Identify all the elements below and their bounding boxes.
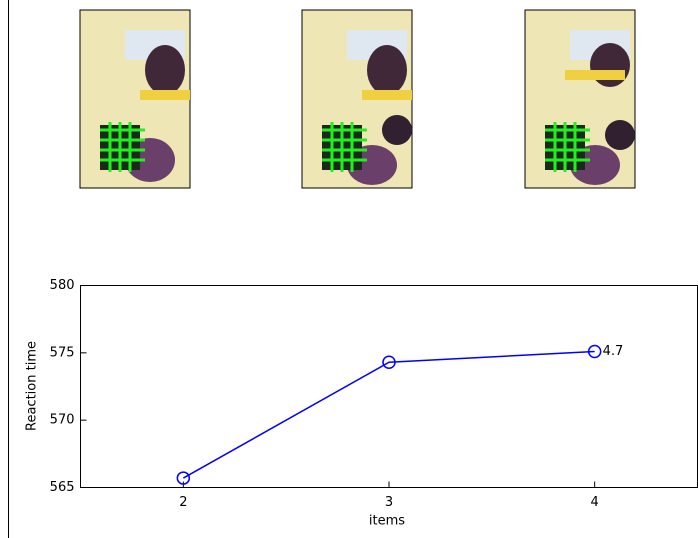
stimulus-image [524,9,636,189]
y-tick-label: 570 [50,413,75,428]
x-tick-label: 2 [179,495,187,510]
y-tick-label: 580 [50,278,75,293]
annotation: 4.7 [603,344,624,359]
y-tick-label: 565 [50,480,75,495]
stimulus-images [79,9,636,189]
stimulus-image [301,9,413,189]
data-point [382,355,396,370]
series-line [182,350,595,479]
data-point [176,471,191,485]
data-point [587,344,602,359]
plot-area [80,285,698,488]
y-tick-label: 575 [50,345,75,360]
y-axis-label: Reaction time [25,341,40,431]
x-tick-label: 4 [591,495,599,510]
x-tick-label: 3 [385,495,393,510]
x-axis-label: items [369,514,405,529]
stimulus-image [79,9,191,189]
